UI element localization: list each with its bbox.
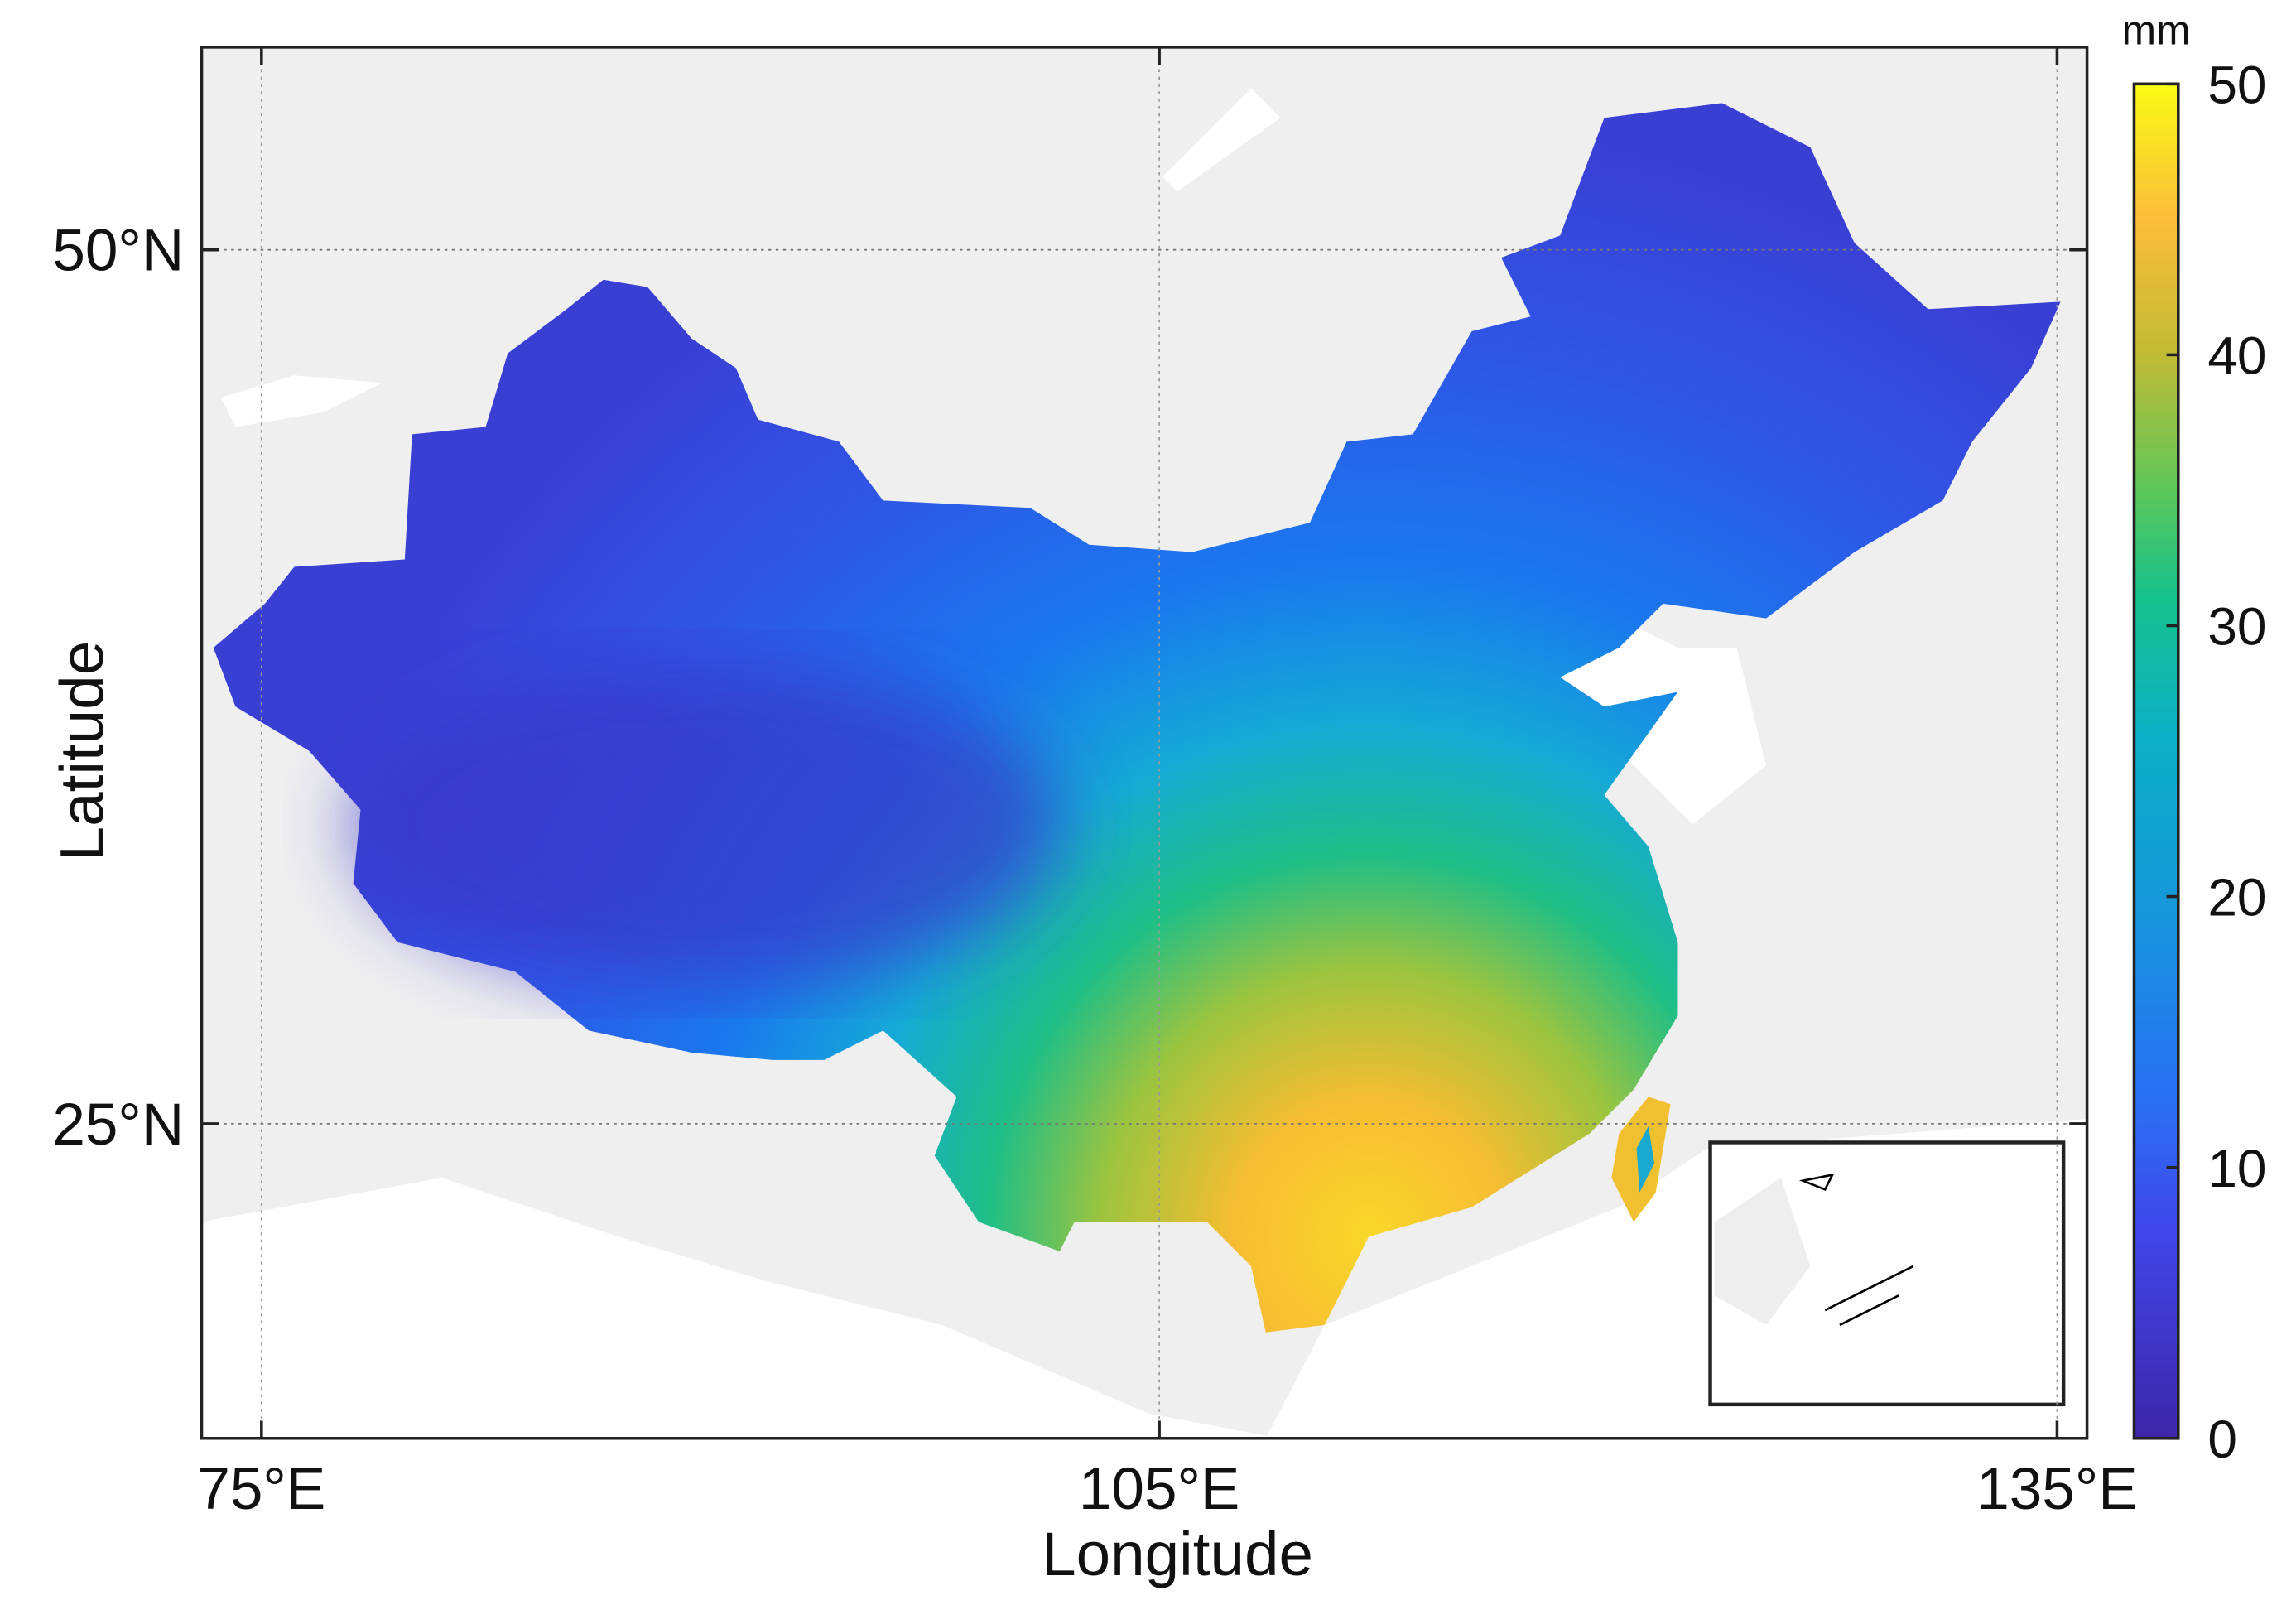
low-precipitation-region [353, 662, 1060, 987]
axes-frame [200, 46, 2089, 1440]
x-tick-label: 75°E [197, 1457, 325, 1522]
sea [1560, 618, 1767, 825]
x-tick-label: 135°E [1976, 1457, 2137, 1522]
colorbar-tick-label: 20 [2207, 868, 2266, 928]
colorbar-tick-label: 30 [2207, 597, 2266, 657]
inset-islands [1798, 1173, 1914, 1327]
y-tick-label: 50°N [52, 219, 184, 284]
x-axis-label: Longitude [1042, 1519, 1313, 1588]
inset-land [1714, 1178, 1811, 1325]
axes [201, 46, 2087, 1439]
taiwan-interior [1636, 1125, 1654, 1193]
precipitation-field [213, 103, 2061, 1333]
colorbar-tick-label: 40 [2207, 326, 2266, 386]
colorbar-tick-label: 50 [2207, 55, 2266, 114]
colorbar [2132, 82, 2180, 1440]
colorbar-tick-label: 10 [2207, 1139, 2266, 1198]
colorbar-tick-label: 0 [2207, 1410, 2237, 1469]
lake [220, 88, 1281, 427]
colorbar-unit: mm [2122, 7, 2191, 53]
y-tick-label: 25°N [52, 1092, 184, 1158]
sea [201, 1178, 1281, 1439]
y-axis-label: Latitude [46, 641, 116, 861]
x-tick-label: 105°E [1079, 1457, 1239, 1522]
